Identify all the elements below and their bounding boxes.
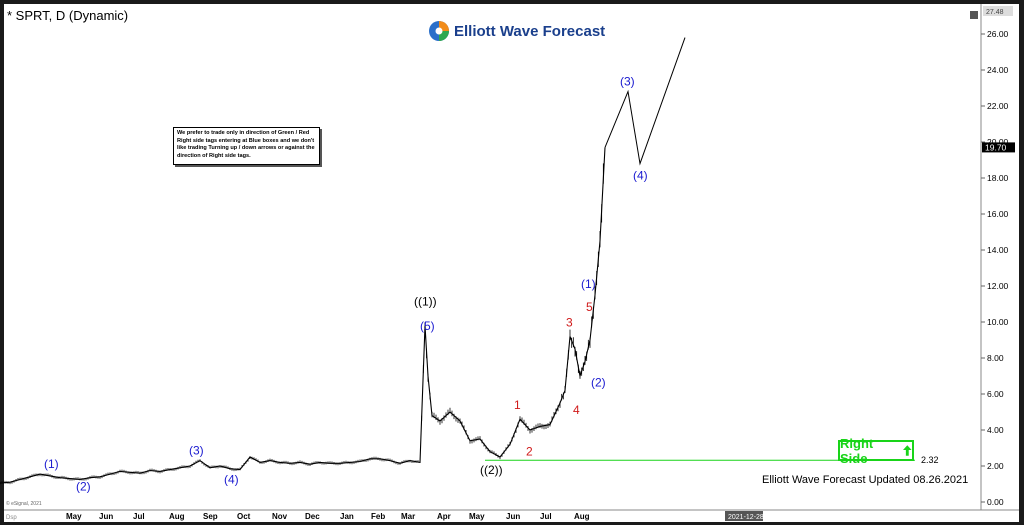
y-tick-label: 2.00 — [987, 461, 1004, 471]
plot-area — [4, 4, 981, 510]
wave-label: (4) — [633, 169, 648, 183]
x-tick-label: Jul — [540, 512, 552, 521]
wave-label: (2) — [591, 375, 606, 389]
y-tick-label: 22.00 — [987, 101, 1009, 111]
copyright-text: © eSignal, 2021 — [6, 500, 42, 507]
x-tick-label: Jun — [99, 512, 113, 521]
x-tick-label: Aug — [169, 512, 185, 521]
right-side-tag: Right Side — [838, 436, 914, 466]
support-label: 2.32 — [921, 455, 939, 465]
wave-label: ((2)) — [480, 463, 503, 477]
x-tick-label: Dec — [305, 512, 320, 521]
y-tick-label: 6.00 — [987, 389, 1004, 399]
x-tick-label: Dsp — [6, 515, 17, 521]
y-tick-label: 20.00 — [987, 137, 1009, 147]
y-tick-label: 12.00 — [987, 281, 1009, 291]
price-axis-panel — [981, 4, 1019, 510]
x-tick-label: Aug — [574, 512, 590, 521]
wave-label: (3) — [620, 75, 635, 89]
x-tick-label: Jan — [340, 512, 354, 521]
time-axis-panel — [4, 510, 1019, 522]
x-tick-label: Sep — [203, 512, 218, 521]
wave-label: 2 — [526, 445, 533, 459]
y-tick-label: 14.00 — [987, 245, 1009, 255]
x-tick-label: Jun — [506, 512, 520, 521]
up-arrow-icon — [903, 445, 912, 456]
wave-label: (2) — [76, 480, 91, 494]
wave-label: 1 — [514, 398, 521, 412]
y-tick-label: 24.00 — [987, 65, 1009, 75]
y-tick-label: 16.00 — [987, 209, 1009, 219]
x-tick-label: Nov — [272, 512, 288, 521]
wave-label: (1) — [44, 457, 59, 471]
cursor-date: 2021-12-28 — [728, 514, 764, 521]
x-tick-label: Apr — [437, 512, 451, 521]
right-side-label: Right Side — [840, 435, 874, 466]
header-value: 27.48 — [986, 9, 1004, 16]
current-price-label: 19.70 — [985, 142, 1007, 152]
header-value-box — [983, 6, 1013, 16]
wave-label: 3 — [566, 316, 573, 330]
wave-label: (5) — [420, 319, 435, 333]
window-menu-icon — [970, 11, 978, 19]
brand-logo: Elliott Wave Forecast — [428, 19, 605, 43]
y-tick-label: 10.00 — [987, 317, 1009, 327]
chart-title: * SPRT, D (Dynamic) — [7, 8, 128, 23]
wave-label: (4) — [224, 473, 239, 487]
x-tick-label: May — [66, 512, 82, 521]
trading-note: We prefer to trade only in direction of … — [173, 127, 320, 165]
updated-footer: Elliott Wave Forecast Updated 08.26.2021 — [762, 474, 969, 486]
globe-icon — [429, 21, 449, 41]
wave-label: ((1)) — [414, 294, 437, 308]
y-tick-label: 18.00 — [987, 173, 1009, 183]
wave-label: 5 — [586, 300, 593, 314]
wave-label: 4 — [573, 403, 580, 417]
x-tick-label: Oct — [237, 512, 251, 521]
y-tick-label: 26.00 — [987, 29, 1009, 39]
cursor-date-box — [725, 511, 763, 521]
y-tick-label: 0.00 — [987, 497, 1004, 507]
projection-path — [604, 37, 686, 166]
brand-name: Elliott Wave Forecast — [454, 22, 606, 40]
x-tick-label: Mar — [401, 512, 415, 521]
x-tick-label: Jul — [133, 512, 145, 521]
y-tick-label: 8.00 — [987, 353, 1004, 363]
x-tick-label: Feb — [371, 512, 385, 521]
y-tick-label: 4.00 — [987, 425, 1004, 435]
wave-label: (1) — [581, 277, 596, 291]
wave-label: (3) — [189, 444, 204, 458]
x-tick-label: May — [469, 512, 485, 521]
current-price-box — [982, 142, 1015, 153]
